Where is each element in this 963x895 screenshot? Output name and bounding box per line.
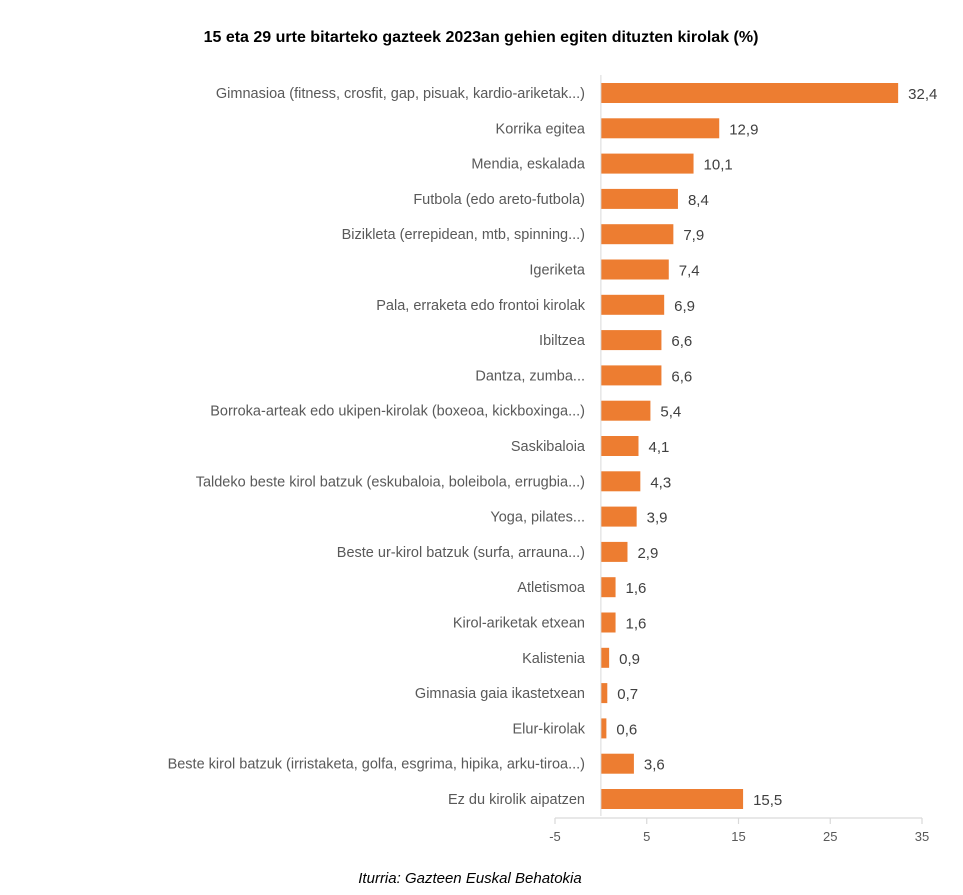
bar-row: Saskibaloia 4,1 (511, 436, 669, 456)
bar (600, 577, 616, 598)
x-tick-label: 25 (823, 829, 837, 844)
category-label: Yoga, pilates... (490, 510, 585, 526)
data-label: 0,7 (617, 686, 638, 703)
category-label: Borroka-arteak edo ukipen-kirolak (boxeo… (210, 404, 585, 420)
bar (600, 541, 628, 562)
bar (600, 789, 744, 809)
bar (600, 294, 665, 315)
x-axis: -5 5 15 25 35 (549, 817, 929, 844)
bar (600, 718, 607, 739)
data-label: 8,4 (688, 192, 709, 209)
data-label: 1,6 (626, 616, 647, 633)
bar (600, 753, 634, 774)
bar (600, 647, 610, 668)
data-label: 10,1 (704, 157, 733, 174)
bar-row: Beste ur-kirol batzuk (surfa, arrauna...… (337, 541, 658, 562)
bar-row: Atletismoa 1,6 (517, 577, 647, 598)
bar (600, 612, 616, 633)
data-label: 32,4 (908, 86, 937, 103)
data-label: 7,9 (683, 227, 704, 244)
bar (600, 683, 608, 704)
bar (600, 83, 899, 103)
bar (600, 506, 637, 527)
bar (600, 365, 662, 386)
data-label: 2,9 (637, 545, 658, 562)
data-label: 6,6 (671, 368, 692, 385)
data-label: 15,5 (753, 792, 782, 809)
category-label: Kalistenia (522, 651, 586, 667)
bar-row: Elur-kirolak 0,6 (512, 718, 637, 739)
data-label: 6,9 (674, 298, 695, 315)
bar-row: Mendia, eskalada 10,1 (471, 153, 733, 174)
category-label: Taldeko beste kirol batzuk (eskubaloia, … (196, 474, 585, 490)
bar (600, 224, 674, 245)
bar (600, 436, 639, 456)
category-label: Saskibaloia (511, 439, 586, 455)
data-label: 5,4 (660, 404, 681, 421)
data-label: 12,9 (729, 121, 758, 138)
bar-row: Igeriketa 7,4 (529, 259, 700, 280)
x-tick-label: 15 (731, 829, 745, 844)
bar (600, 400, 651, 421)
chart-title: 15 eta 29 urte bitarteko gazteek 2023an … (204, 29, 759, 46)
category-label: Dantza, zumba... (475, 368, 585, 384)
data-label: 3,9 (647, 510, 668, 527)
category-label: Korrika egitea (496, 121, 586, 137)
bar-row: Taldeko beste kirol batzuk (eskubaloia, … (196, 471, 671, 492)
bar-row: Ibiltzea 6,6 (539, 330, 692, 351)
category-label: Igeriketa (529, 263, 586, 279)
category-label: Mendia, eskalada (471, 157, 586, 173)
bar-row: Dantza, zumba... 6,6 (475, 365, 692, 386)
bar-row: Kalistenia 0,9 (522, 647, 640, 668)
bar-row: Yoga, pilates... 3,9 (490, 506, 668, 527)
data-label: 1,6 (626, 580, 647, 597)
data-label: 4,3 (650, 474, 671, 491)
bar-row: Kirol-ariketak etxean 1,6 (453, 612, 647, 633)
source-note: Iturria: Gazteen Euskal Behatokia (358, 870, 581, 887)
bar-row: Futbola (edo areto-futbola) 8,4 (413, 188, 709, 209)
x-tick-label: -5 (549, 829, 561, 844)
bar-row: Gimnasia gaia ikastetxean 0,7 (415, 683, 638, 704)
category-label: Gimnasioa (fitness, crosfit, gap, pisuak… (216, 86, 585, 102)
bar-row: Gimnasioa (fitness, crosfit, gap, pisuak… (216, 83, 937, 103)
bar-row: Ez du kirolik aipatzen 15,5 (448, 789, 782, 809)
category-label: Beste kirol batzuk (irristaketa, golfa, … (168, 757, 585, 773)
category-label: Ibiltzea (539, 333, 586, 349)
bar-row: Beste kirol batzuk (irristaketa, golfa, … (168, 753, 665, 774)
category-label: Bizikleta (errepidean, mtb, spinning...) (342, 227, 585, 243)
data-label: 3,6 (644, 757, 665, 774)
bar (600, 330, 662, 351)
data-label: 4,1 (648, 439, 669, 456)
x-tick-label: 35 (915, 829, 929, 844)
category-label: Elur-kirolak (512, 721, 585, 737)
category-label: Atletismoa (517, 580, 586, 596)
data-label: 0,6 (616, 721, 637, 738)
x-tick-label: 5 (643, 829, 650, 844)
bar (600, 188, 678, 209)
bar (600, 153, 694, 174)
bar (600, 259, 669, 280)
category-label: Ez du kirolik aipatzen (448, 792, 585, 808)
category-label: Kirol-ariketak etxean (453, 616, 585, 632)
data-label: 7,4 (679, 263, 700, 280)
bar-row: Bizikleta (errepidean, mtb, spinning...)… (342, 224, 704, 245)
data-label: 0,9 (619, 651, 640, 668)
bar-row: Borroka-arteak edo ukipen-kirolak (boxeo… (210, 400, 681, 421)
bar-row: Korrika egitea 12,9 (496, 118, 758, 139)
category-label: Futbola (edo areto-futbola) (413, 192, 585, 208)
data-label: 6,6 (671, 333, 692, 350)
bar (600, 118, 720, 139)
category-label: Beste ur-kirol batzuk (surfa, arrauna...… (337, 545, 585, 561)
bar-row: Pala, erraketa edo frontoi kirolak 6,9 (376, 294, 695, 315)
category-label: Pala, erraketa edo frontoi kirolak (376, 298, 585, 314)
category-label: Gimnasia gaia ikastetxean (415, 686, 585, 702)
bar (600, 471, 641, 492)
